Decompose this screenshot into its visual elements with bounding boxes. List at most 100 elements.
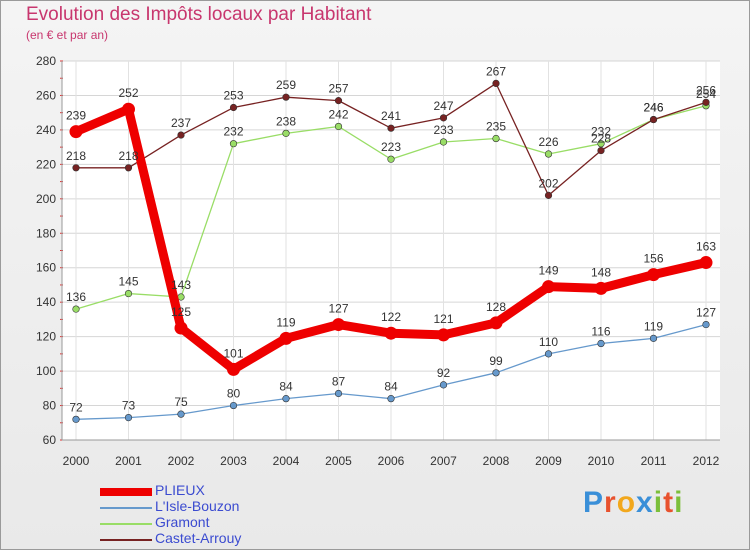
data-label: 163 xyxy=(696,240,716,254)
data-label: 202 xyxy=(538,176,558,190)
data-label: 228 xyxy=(591,132,611,146)
data-point xyxy=(544,350,553,358)
data-label: 116 xyxy=(591,325,610,339)
y-tick-label: 200 xyxy=(36,192,56,206)
data-point xyxy=(387,124,395,132)
data-label: 143 xyxy=(171,278,191,292)
data-point xyxy=(334,122,343,131)
y-tick-label: 280 xyxy=(36,54,56,68)
data-label: 242 xyxy=(328,107,348,121)
data-label: 246 xyxy=(643,101,663,115)
legend-swatch xyxy=(100,523,152,525)
data-point xyxy=(387,155,395,163)
data-label: 119 xyxy=(644,319,663,333)
data-point xyxy=(122,102,135,116)
data-label: 149 xyxy=(538,264,558,278)
data-label: 257 xyxy=(328,82,348,96)
data-label: 237 xyxy=(171,116,191,130)
x-tick-label: 2001 xyxy=(115,454,142,468)
data-point xyxy=(124,289,133,298)
data-label: 127 xyxy=(696,306,716,320)
legend-label: PLIEUX xyxy=(155,482,205,498)
data-label: 156 xyxy=(643,252,663,266)
data-point xyxy=(229,401,238,410)
data-label: 80 xyxy=(227,387,241,401)
data-point xyxy=(282,129,290,137)
data-point xyxy=(124,164,133,172)
data-label: 128 xyxy=(486,300,506,314)
y-tick-label: 160 xyxy=(36,261,56,275)
data-point xyxy=(334,97,343,105)
data-label: 218 xyxy=(118,149,138,163)
data-label: 136 xyxy=(66,290,86,304)
legend-swatch xyxy=(100,507,152,509)
y-tick-label: 260 xyxy=(36,88,56,102)
data-point xyxy=(69,125,83,139)
data-label: 226 xyxy=(538,135,558,149)
data-label: 87 xyxy=(332,374,346,388)
y-tick-label: 80 xyxy=(43,399,57,413)
legend-swatch xyxy=(100,488,152,496)
data-label: 238 xyxy=(276,114,296,128)
data-label: 241 xyxy=(381,109,401,123)
data-point xyxy=(649,334,658,342)
data-point xyxy=(597,146,605,155)
x-tick-label: 2003 xyxy=(220,454,247,468)
data-label: 75 xyxy=(174,395,188,409)
data-label: 254 xyxy=(696,87,716,101)
logo-letter: i xyxy=(653,486,664,519)
data-label: 101 xyxy=(223,346,243,360)
data-label: 252 xyxy=(118,86,138,100)
data-point xyxy=(334,389,343,398)
y-tick-label: 120 xyxy=(36,330,56,344)
data-label: 253 xyxy=(223,89,243,103)
data-label: 121 xyxy=(433,312,453,326)
x-tick-label: 2000 xyxy=(63,454,90,468)
data-label: 72 xyxy=(69,400,83,414)
data-point xyxy=(699,256,713,270)
data-label: 267 xyxy=(486,64,506,78)
legend-label: L'Isle-Bouzon xyxy=(155,498,240,514)
data-label: 239 xyxy=(66,109,86,123)
logo-letter: t xyxy=(663,486,675,519)
data-point xyxy=(597,339,605,348)
data-point xyxy=(124,414,133,422)
data-point xyxy=(439,114,448,122)
data-point xyxy=(229,140,238,148)
data-point xyxy=(177,410,185,418)
data-point xyxy=(594,281,608,295)
data-label: 235 xyxy=(486,120,506,134)
data-point xyxy=(542,280,555,294)
data-label: 99 xyxy=(489,354,503,368)
data-label: 232 xyxy=(223,125,243,139)
data-point xyxy=(544,150,553,158)
x-tick-label: 2012 xyxy=(693,454,720,468)
x-tick-label: 2005 xyxy=(325,454,352,468)
data-label: 232 xyxy=(591,125,611,139)
data-point xyxy=(384,326,398,340)
data-label: 119 xyxy=(276,315,295,329)
chart-subtitle: (en € et par an) xyxy=(26,28,109,42)
y-tick-label: 140 xyxy=(36,295,56,309)
x-tick-label: 2010 xyxy=(588,454,615,468)
logo-letter: x xyxy=(636,486,654,519)
y-tick-label: 180 xyxy=(36,226,56,240)
data-label: 223 xyxy=(381,140,401,154)
y-tick-label: 60 xyxy=(43,433,57,447)
legend-label: Gramont xyxy=(155,514,210,530)
x-tick-label: 2011 xyxy=(641,454,667,468)
legend-label: Castet-Arrouy xyxy=(155,530,242,546)
data-point xyxy=(332,318,345,332)
logo-letter: r xyxy=(604,486,617,519)
data-point xyxy=(387,395,395,403)
data-label: 246 xyxy=(643,101,663,115)
data-point xyxy=(439,381,448,389)
data-label: 110 xyxy=(539,335,558,349)
y-tick-label: 220 xyxy=(36,157,56,171)
x-tick-label: 2004 xyxy=(273,454,300,468)
logo-letter: P xyxy=(583,486,605,519)
y-tick-label: 240 xyxy=(36,123,56,137)
data-point xyxy=(489,316,503,330)
data-point xyxy=(702,320,710,329)
data-point xyxy=(492,134,500,143)
